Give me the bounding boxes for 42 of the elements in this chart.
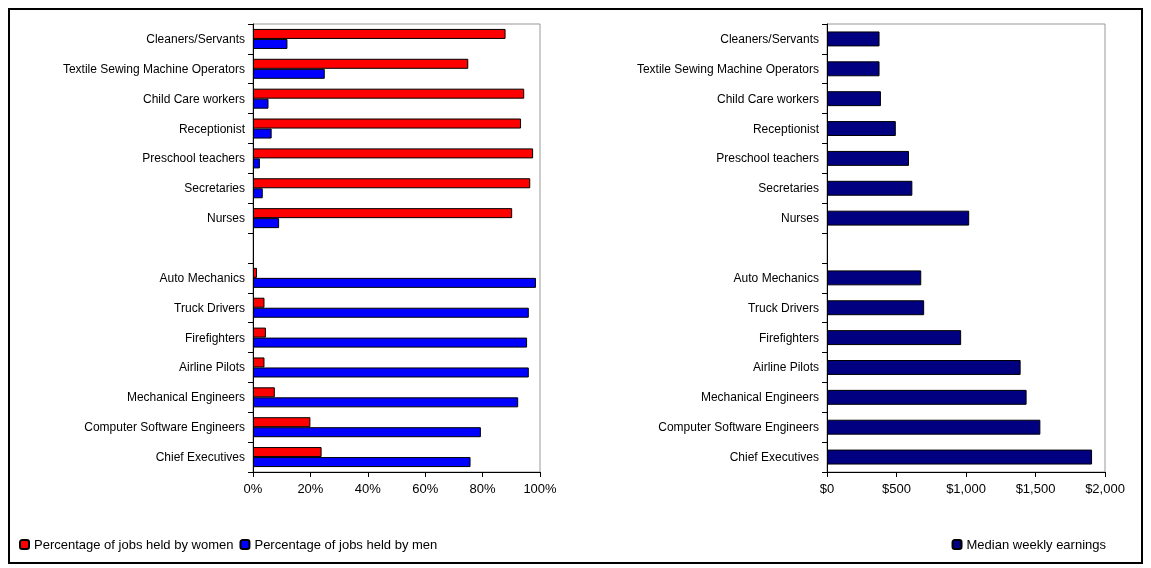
y-tick-label: Preschool teachers xyxy=(142,151,245,166)
y-tick-label: Mechanical Engineers xyxy=(700,390,819,405)
y-tick-label: Textile Sewing Machine Operators xyxy=(62,61,245,76)
legend-label: Percentage of jobs held by men xyxy=(254,537,438,552)
y-tick-label: Nurses xyxy=(206,211,245,226)
x-tick-label: 20% xyxy=(297,481,324,496)
y-tick-label: Firefighters xyxy=(758,330,819,345)
legend-label: Percentage of jobs held by women xyxy=(34,537,234,552)
y-tick-label: Child Care workers xyxy=(716,91,819,106)
x-tick-label: 60% xyxy=(412,481,439,496)
y-tick-label: Truck Drivers xyxy=(174,300,245,315)
y-tick-label: Receptionist xyxy=(178,121,246,136)
y-tick-label: Firefighters xyxy=(184,330,245,345)
x-tick-label: $500 xyxy=(882,481,911,496)
x-tick-label: 40% xyxy=(354,481,382,496)
x-tick-label: 0% xyxy=(243,481,263,496)
y-tick-label: Chief Executives xyxy=(729,450,819,465)
x-tick-label: 100% xyxy=(523,481,558,496)
y-tick-label: Preschool teachers xyxy=(716,151,819,166)
y-tick-label: Chief Executives xyxy=(155,450,245,465)
y-tick-label: Cleaners/Servants xyxy=(146,31,245,46)
y-tick-label: Receptionist xyxy=(752,121,820,136)
y-tick-label: Airline Pilots xyxy=(178,360,245,375)
y-tick-label: Computer Software Engineers xyxy=(658,420,819,435)
legend-label: Median weekly earnings xyxy=(966,537,1107,552)
y-tick-label: Cleaners/Servants xyxy=(720,31,819,46)
y-tick-label: Auto Mechanics xyxy=(159,270,245,285)
y-tick-label: Airline Pilots xyxy=(752,360,819,375)
y-tick-label: Mechanical Engineers xyxy=(126,390,245,405)
x-tick-label: $0 xyxy=(819,481,835,496)
y-tick-label: Textile Sewing Machine Operators xyxy=(636,61,819,76)
y-tick-label: Child Care workers xyxy=(142,91,245,106)
y-tick-label: Secretaries xyxy=(758,181,819,196)
x-tick-label: $2,000 xyxy=(1085,481,1125,496)
y-tick-label: Computer Software Engineers xyxy=(84,420,245,435)
y-tick-label: Nurses xyxy=(780,211,819,226)
y-tick-label: Truck Drivers xyxy=(748,300,819,315)
x-tick-label: 80% xyxy=(469,481,497,496)
y-tick-label: Secretaries xyxy=(184,181,245,196)
x-tick-label: $1,000 xyxy=(946,481,986,496)
x-tick-label: $1,500 xyxy=(1015,481,1056,496)
y-tick-label: Auto Mechanics xyxy=(733,270,819,285)
